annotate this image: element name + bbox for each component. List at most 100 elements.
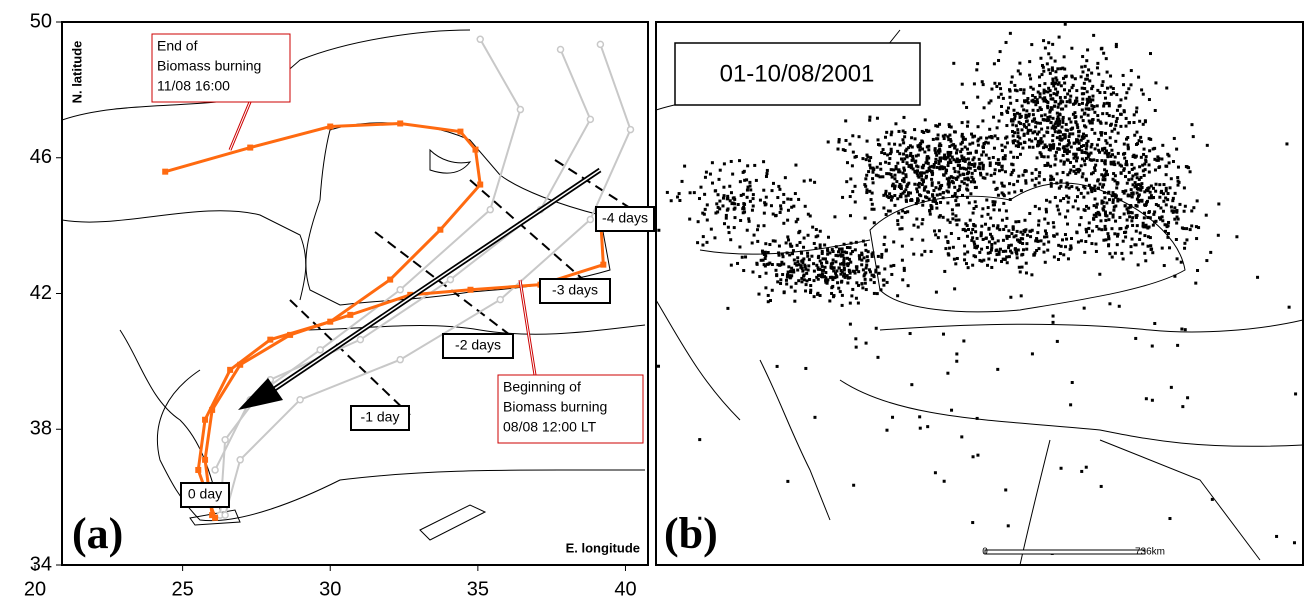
- fire-point: [757, 293, 760, 296]
- fire-point: [796, 256, 799, 259]
- fire-point: [982, 238, 985, 241]
- fire-point: [924, 118, 927, 121]
- fire-point: [982, 83, 985, 86]
- fire-point: [873, 221, 876, 224]
- fire-point: [1119, 104, 1122, 107]
- fire-point: [894, 122, 897, 125]
- fire-point: [922, 200, 925, 203]
- fire-point: [851, 134, 854, 137]
- fire-point: [718, 207, 721, 210]
- fire-point: [1190, 209, 1193, 212]
- fire-point: [978, 259, 981, 262]
- fire-point: [990, 243, 993, 246]
- fire-point: [1107, 235, 1110, 238]
- fire-point: [1002, 239, 1005, 242]
- fire-point: [865, 174, 868, 177]
- fire-point: [866, 154, 869, 157]
- fire-point: [1161, 247, 1164, 250]
- fire-point: [1119, 125, 1122, 128]
- fire-point: [947, 183, 950, 186]
- fire-point: [793, 258, 796, 261]
- fire-point: [852, 151, 855, 154]
- fire-point: [871, 177, 874, 180]
- fire-point: [1132, 183, 1135, 186]
- fire-point: [1080, 216, 1083, 219]
- fire-point: [1083, 82, 1086, 85]
- fire-point: [1197, 226, 1200, 229]
- fire-point: [1025, 242, 1028, 245]
- fire-point: [742, 269, 745, 272]
- fire-point: [801, 267, 804, 270]
- fire-point: [849, 246, 852, 249]
- fire-point: [1054, 60, 1057, 63]
- fire-point: [787, 238, 790, 241]
- fire-point: [1127, 194, 1130, 197]
- fire-point: [963, 244, 966, 247]
- fire-point: [1049, 178, 1052, 181]
- fire-point: [1097, 138, 1100, 141]
- fire-point: [1023, 88, 1026, 91]
- fire-point: [1047, 87, 1050, 90]
- fire-point: [1145, 203, 1148, 206]
- fire-point: [819, 230, 822, 233]
- fire-point: [901, 209, 904, 212]
- fire-point: [882, 206, 885, 209]
- fire-point: [1161, 219, 1164, 222]
- fire-point: [915, 218, 918, 221]
- fire-point: [1033, 253, 1036, 256]
- fire-point: [1008, 192, 1011, 195]
- fire-point: [837, 250, 840, 253]
- fire-point: [1024, 179, 1027, 182]
- fire-point: [1129, 211, 1132, 214]
- fire-point: [1190, 224, 1193, 227]
- fire-point: [1125, 138, 1128, 141]
- trajectory-point: [397, 120, 403, 126]
- fire-point: [970, 176, 973, 179]
- fire-point: [963, 258, 966, 261]
- fire-point: [1083, 307, 1086, 310]
- fire-point: [1020, 253, 1023, 256]
- fire-point: [1103, 191, 1106, 194]
- fire-point: [1165, 173, 1168, 176]
- fire-point: [788, 253, 791, 256]
- fire-point: [1144, 158, 1147, 161]
- fire-point: [1175, 211, 1178, 214]
- fire-point: [890, 273, 893, 276]
- fire-point: [1062, 146, 1065, 149]
- fire-point: [787, 209, 790, 212]
- fire-point: [1017, 220, 1020, 223]
- fire-point: [1170, 209, 1173, 212]
- fire-point: [1168, 161, 1171, 164]
- fire-point: [918, 415, 921, 418]
- fire-point: [873, 208, 876, 211]
- fire-point: [1098, 151, 1101, 154]
- fire-point: [789, 276, 792, 279]
- fire-point: [794, 290, 797, 293]
- fire-point: [1096, 62, 1099, 65]
- fire-point: [1012, 109, 1015, 112]
- fire-point: [860, 282, 863, 285]
- fire-point: [701, 244, 704, 247]
- fire-point: [903, 169, 906, 172]
- fire-point: [806, 279, 809, 282]
- fire-point: [963, 177, 966, 180]
- fire-point: [1142, 153, 1145, 156]
- fire-point: [1100, 173, 1103, 176]
- fire-point: [1091, 98, 1094, 101]
- fire-point: [976, 96, 979, 99]
- fire-point: [751, 241, 754, 244]
- fire-point: [957, 218, 960, 221]
- fire-point: [939, 185, 942, 188]
- fire-point: [1107, 191, 1110, 194]
- fire-point: [921, 204, 924, 207]
- fire-point: [855, 346, 858, 349]
- fire-point: [939, 144, 942, 147]
- trajectory-point: [437, 227, 443, 233]
- fire-point: [866, 259, 869, 262]
- fire-point: [910, 383, 913, 386]
- trajectory-point: [472, 147, 478, 153]
- fire-point: [749, 200, 752, 203]
- fire-point: [1125, 162, 1128, 165]
- fire-point: [1090, 143, 1093, 146]
- fire-point: [854, 185, 857, 188]
